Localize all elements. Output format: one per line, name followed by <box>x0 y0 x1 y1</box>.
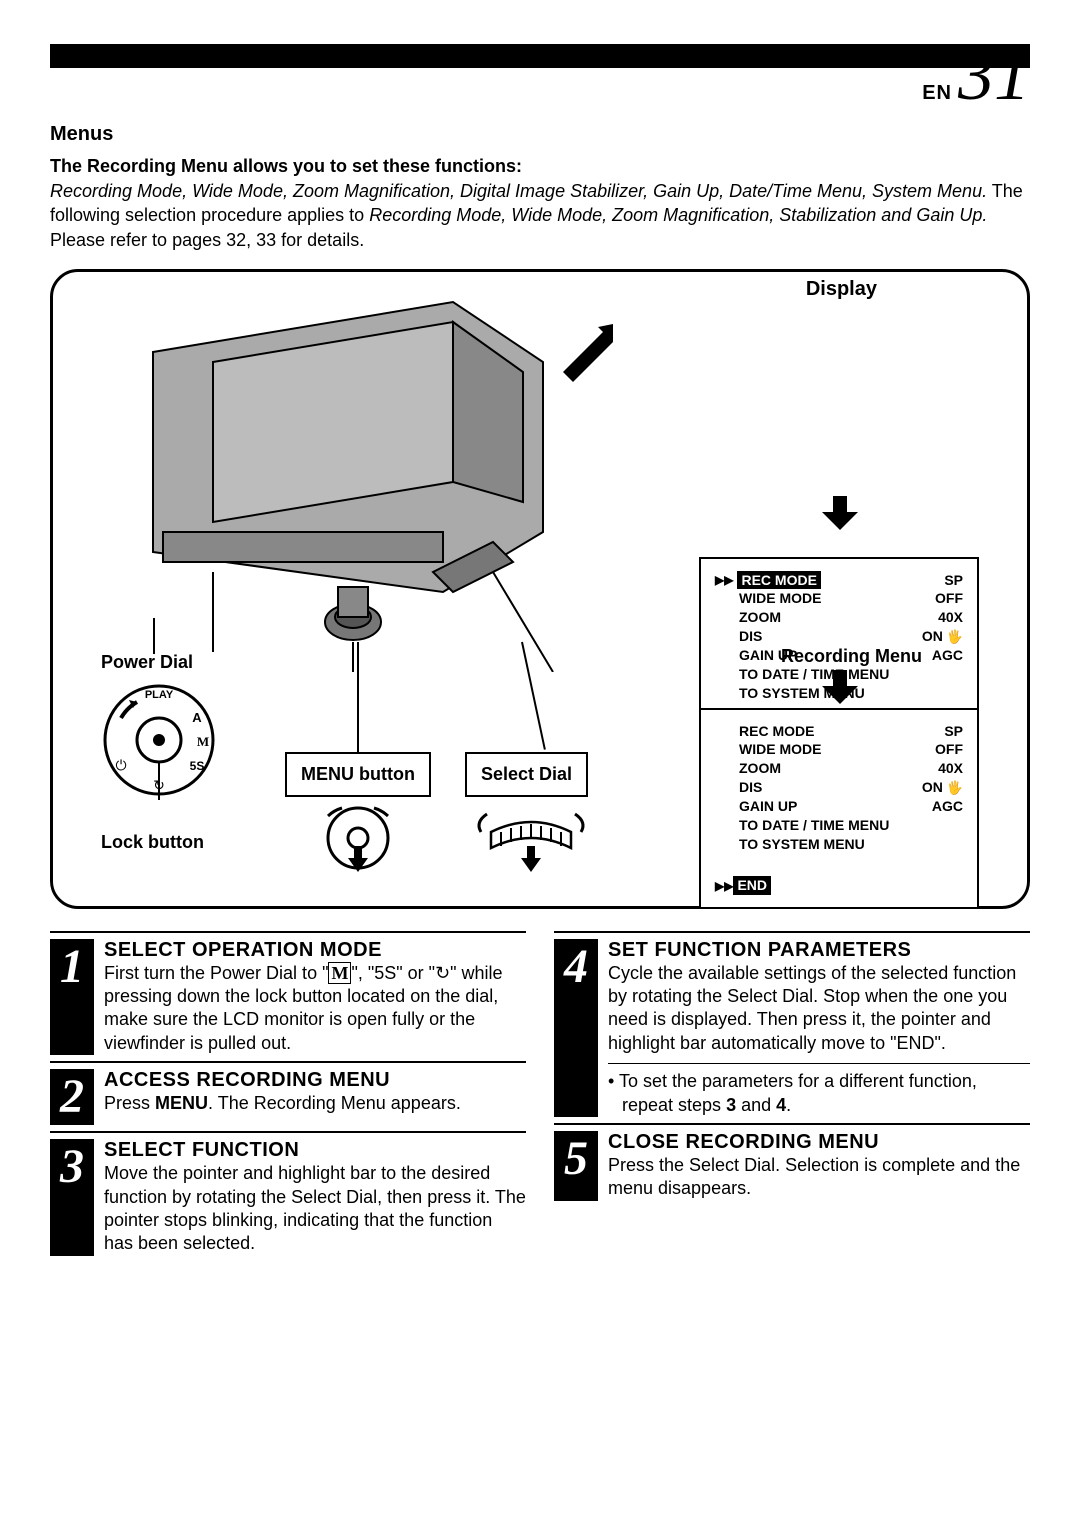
m2-system: TO SYSTEM MENU <box>715 835 963 854</box>
m1-dis-v: ON <box>922 628 943 644</box>
step-2-text: Press MENU. The Recording Menu appears. <box>104 1092 526 1115</box>
m2-recmode-l: REC MODE <box>715 722 814 741</box>
step-3: 3 SELECT FUNCTION Move the pointer and h… <box>50 1131 526 1256</box>
step-num-1: 1 <box>50 939 94 1056</box>
steps: 1 SELECT OPERATION MODE First turn the P… <box>50 931 1030 1262</box>
m2-gain-v: AGC <box>932 797 963 816</box>
svg-text:⏻: ⏻ <box>115 757 126 773</box>
hand-icon-2: 🖐 <box>947 780 963 795</box>
step-4: 4 SET FUNCTION PARAMETERS Cycle the avai… <box>554 931 1030 1117</box>
step-1-title: SELECT OPERATION MODE <box>104 939 526 962</box>
step-num-3: 3 <box>50 1139 94 1256</box>
m2-dis-v: ON <box>922 779 943 795</box>
menu-button-box: MENU button <box>285 752 431 797</box>
svg-text:M: M <box>197 734 209 749</box>
intro-line: Recording Mode, Wide Mode, Zoom Magnific… <box>50 179 1030 228</box>
select-dial-box: Select Dial <box>465 752 588 797</box>
down-arrow-icon-2 <box>819 670 861 706</box>
lock-button-label: Lock button <box>101 832 204 853</box>
power-dial-icon: PLAY A M 5S ↻ ⏻ <box>99 680 219 800</box>
m1-gain-v: AGC <box>932 646 963 665</box>
step-3-text: Move the pointer and highlight bar to th… <box>104 1162 526 1256</box>
svg-text:A: A <box>192 710 202 725</box>
display-label: Display <box>806 278 877 301</box>
step-2-title: ACCESS RECORDING MENU <box>104 1069 526 1092</box>
hand-icon: 🖐 <box>947 629 963 644</box>
m1-dis-l: DIS <box>715 627 762 646</box>
down-arrow-icon <box>819 496 861 532</box>
step-2: 2 ACCESS RECORDING MENU Press MENU. The … <box>50 1061 526 1125</box>
svg-text:5S: 5S <box>190 759 205 773</box>
m2-zoom-l: ZOOM <box>715 759 781 778</box>
step-4-bullet: • To set the parameters for a different … <box>608 1063 1030 1117</box>
section-title: Menus <box>50 123 1030 146</box>
m2-wide-v: OFF <box>935 740 963 759</box>
m2-zoom-v: 40X <box>938 759 963 778</box>
diagram-frame: Power Dial PLAY A M 5S ↻ ⏻ Lock button M… <box>50 269 1030 909</box>
page-lang: EN <box>922 82 952 105</box>
step-1: 1 SELECT OPERATION MODE First turn the P… <box>50 931 526 1056</box>
m2-datetime: TO DATE / TIME MENU <box>715 816 963 835</box>
step-num-4: 4 <box>554 939 598 1117</box>
step-5: 5 CLOSE RECORDING MENU Press the Select … <box>554 1123 1030 1201</box>
m2-dis-l: DIS <box>715 778 762 797</box>
m1-recmode-l: REC MODE <box>737 571 820 590</box>
step-1-text: First turn the Power Dial to "M", "5S" o… <box>104 962 526 1056</box>
pages-ref: Please refer to pages 32, 33 for details… <box>50 230 1030 251</box>
svg-text:PLAY: PLAY <box>145 689 174 701</box>
step-5-text: Press the Select Dial. Selection is comp… <box>608 1154 1030 1201</box>
recording-menu-label: Recording Menu <box>781 646 922 667</box>
step-3-title: SELECT FUNCTION <box>104 1139 526 1162</box>
connector-menu <box>357 642 359 752</box>
intro-bold: The Recording Menu allows you to set the… <box>50 156 1030 177</box>
menu-button-dial-icon <box>308 802 408 892</box>
m1-zoom-v: 40X <box>938 608 963 627</box>
m1-recmode-v: SP <box>944 571 963 590</box>
menu-screen-2: REC MODESP WIDE MODEOFF ZOOM40X DISON 🖐 … <box>699 708 979 909</box>
step-4-title: SET FUNCTION PARAMETERS <box>608 939 1030 962</box>
power-dial-label: Power Dial <box>101 652 193 673</box>
step-num-2: 2 <box>50 1069 94 1125</box>
m2-wide-l: WIDE MODE <box>715 740 821 759</box>
m1-zoom-l: ZOOM <box>715 608 781 627</box>
top-black-bar <box>50 44 1030 68</box>
m1-wide-l: WIDE MODE <box>715 589 821 608</box>
connector-powerdial <box>153 618 155 654</box>
step-num-5: 5 <box>554 1131 598 1201</box>
step-4-text: Cycle the available settings of the sele… <box>608 962 1030 1056</box>
m1-wide-v: OFF <box>935 589 963 608</box>
camera-illustration <box>93 292 613 672</box>
m2-end: END <box>733 876 771 895</box>
intro-italic-2: Recording Mode, Wide Mode, Zoom Magnific… <box>369 205 987 225</box>
step-5-title: CLOSE RECORDING MENU <box>608 1131 1030 1154</box>
select-dial-icon <box>471 802 591 892</box>
m2-gain-l: GAIN UP <box>715 797 797 816</box>
m2-recmode-v: SP <box>944 722 963 741</box>
intro-italic-1: Recording Mode, Wide Mode, Zoom Magnific… <box>50 181 987 201</box>
